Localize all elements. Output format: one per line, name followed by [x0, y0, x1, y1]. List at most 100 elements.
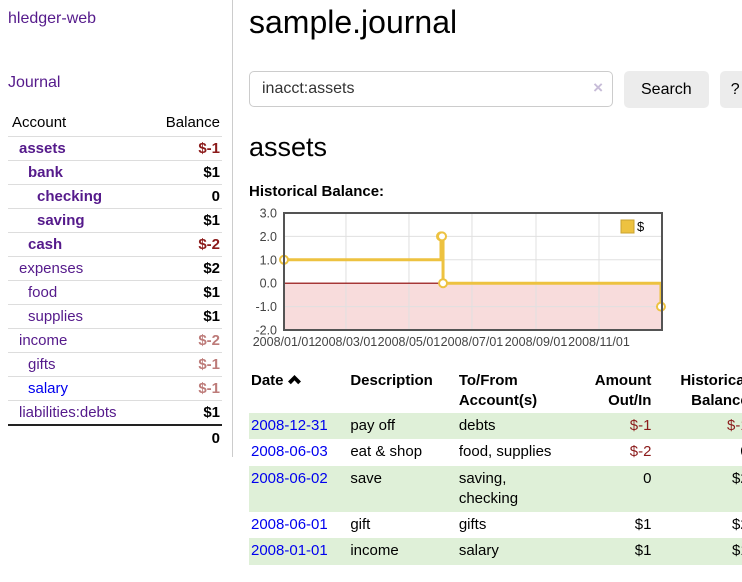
register-table: Date Description To/From Account(s) Amou… [249, 368, 742, 565]
account-cell: income [8, 329, 148, 353]
amount-cell: $1 [634, 516, 652, 533]
sidebar-account-link[interactable]: bank [28, 164, 64, 181]
search-button[interactable]: Search [624, 71, 709, 108]
account-balance: $-2 [198, 236, 220, 253]
sidebar-account-link[interactable]: assets [19, 140, 66, 157]
balance-cell: 0 [653, 439, 742, 465]
account-cell: checking [8, 185, 148, 209]
register-date-link[interactable]: 2008-12-31 [251, 417, 328, 434]
description-cell: save [350, 469, 382, 487]
account-row: saving $1 [8, 208, 222, 233]
account-row: bank $1 [8, 160, 222, 185]
sidebar-account-link[interactable]: gifts [28, 356, 56, 373]
account-row: gifts $-1 [8, 352, 222, 377]
accounts-cell: gifts [458, 516, 487, 533]
account-cell: gifts [8, 353, 148, 377]
account-row: supplies $1 [8, 304, 222, 329]
sidebar-account-link[interactable]: income [19, 332, 68, 349]
x-axis-tick-label: 2008/09/01 [505, 335, 568, 349]
register-date-link[interactable]: 2008-06-01 [251, 516, 328, 533]
register-row: 2008-06-01 gift gifts $1 $2 [249, 512, 742, 538]
description-cell: gift [350, 516, 371, 533]
account-balance: $1 [203, 164, 220, 181]
register-header-balance: Historical Balance [680, 372, 742, 409]
page: hledger-web Journal Account Balance asse… [0, 0, 742, 565]
balance-cell: $2 [732, 469, 742, 487]
sidebar-account-link[interactable]: cash [28, 236, 63, 253]
account-balance: $2 [203, 260, 220, 277]
search-box: × [249, 71, 613, 108]
search-input[interactable] [249, 71, 613, 107]
account-cell: salary [8, 377, 148, 401]
sidebar-account-link[interactable]: supplies [28, 308, 84, 325]
register-date-link[interactable]: 2008-06-02 [251, 469, 328, 487]
account-row: assets $-1 [8, 136, 222, 161]
x-axis-tick-label: 2008/01/01 [253, 335, 316, 349]
y-axis-tick-label: 2.0 [260, 230, 277, 244]
accounts-table: Account Balance assets $-1 bank $1 checking 0… [8, 112, 222, 451]
x-axis-tick-label: 2008/03/01 [315, 335, 378, 349]
account-row: income $-2 [8, 328, 222, 353]
account-cell: bank [8, 161, 148, 185]
accounts-header-balance: Balance [165, 114, 220, 131]
account-row: salary $-1 [8, 376, 222, 401]
date-cell: 2008-01-01 [249, 538, 348, 564]
clear-search-icon[interactable]: × [593, 78, 603, 97]
sidebar-account-link[interactable]: saving [37, 212, 85, 229]
spacer [8, 424, 149, 451]
register-header-accounts: To/From Account(s) [458, 372, 538, 409]
y-axis-tick-label: -1.0 [255, 300, 277, 314]
data-point-marker [655, 301, 666, 312]
amount-cell: $-1 [629, 417, 652, 434]
amount-cell: $-2 [629, 443, 652, 461]
account-cell: cash [8, 233, 148, 257]
register-date-link[interactable]: 2008-01-01 [251, 542, 328, 560]
amount-cell: 0 [643, 469, 652, 487]
x-axis-tick-label: 2008/11/01 [568, 335, 630, 349]
accounts-table-body: assets $-1 bank $1 checking 0 saving $1 cash $-2 e… [8, 136, 222, 426]
date-cell: 2008-06-02 [249, 466, 348, 513]
sidebar-account-link[interactable]: food [28, 284, 58, 301]
x-axis-tick-label: 2008/07/01 [441, 335, 504, 349]
account-balance: $1 [203, 404, 220, 421]
sidebar-account-link[interactable]: salary [28, 380, 69, 397]
account-balance: $1 [203, 212, 220, 229]
register-row: 2008-01-01 income salary $1 $1 [249, 538, 742, 565]
y-axis-tick-label: 3.0 [260, 207, 277, 221]
account-row: cash $-2 [8, 232, 222, 257]
sidebar: hledger-web Journal Account Balance asse… [0, 0, 233, 457]
x-axis-tick-label: 2008/05/01 [378, 335, 441, 349]
sidebar-account-link[interactable]: checking [37, 188, 103, 205]
date-cell: 2008-12-31 [249, 413, 348, 439]
help-button[interactable]: ? [719, 71, 742, 108]
account-cell: saving [8, 209, 148, 233]
legend-label: $ [637, 219, 645, 234]
accounts-header-account: Account [12, 114, 67, 131]
data-point-marker [438, 278, 449, 289]
description-cell: pay off [350, 417, 396, 434]
register-row: 2008-06-02 save saving, checking 0 $2 [249, 465, 742, 513]
accounts-cell: salary [458, 542, 499, 560]
register-header-date[interactable]: Date [249, 368, 348, 413]
legend-swatch [620, 219, 635, 234]
register-row: 2008-06-03 eat & shop food, supplies $-20 [249, 439, 742, 465]
description-cell: income [350, 542, 399, 560]
register-header-row: Date Description To/From Account(s) Amou… [249, 368, 742, 413]
accounts-cell: saving, checking [458, 469, 519, 507]
account-cell: assets [8, 137, 148, 161]
register-date-link[interactable]: 2008-06-03 [251, 443, 328, 461]
page-title: sample.journal [249, 4, 458, 40]
sidebar-account-link[interactable]: liabilities:debts [19, 404, 117, 421]
app-title-link[interactable]: hledger-web [8, 10, 97, 27]
account-row: food $1 [8, 280, 222, 305]
date-cell: 2008-06-01 [249, 512, 348, 538]
account-cell: food [8, 281, 148, 305]
account-heading: assets [249, 132, 328, 162]
sidebar-item-journal[interactable]: Journal [8, 74, 61, 91]
account-balance: 0 [211, 188, 220, 205]
account-row: expenses $2 [8, 256, 222, 281]
sidebar-account-link[interactable]: expenses [19, 260, 84, 277]
register-header-amount: Amount Out/In [594, 372, 652, 409]
account-balance: $-1 [198, 380, 220, 397]
y-axis-tick-label: 1.0 [260, 253, 277, 267]
